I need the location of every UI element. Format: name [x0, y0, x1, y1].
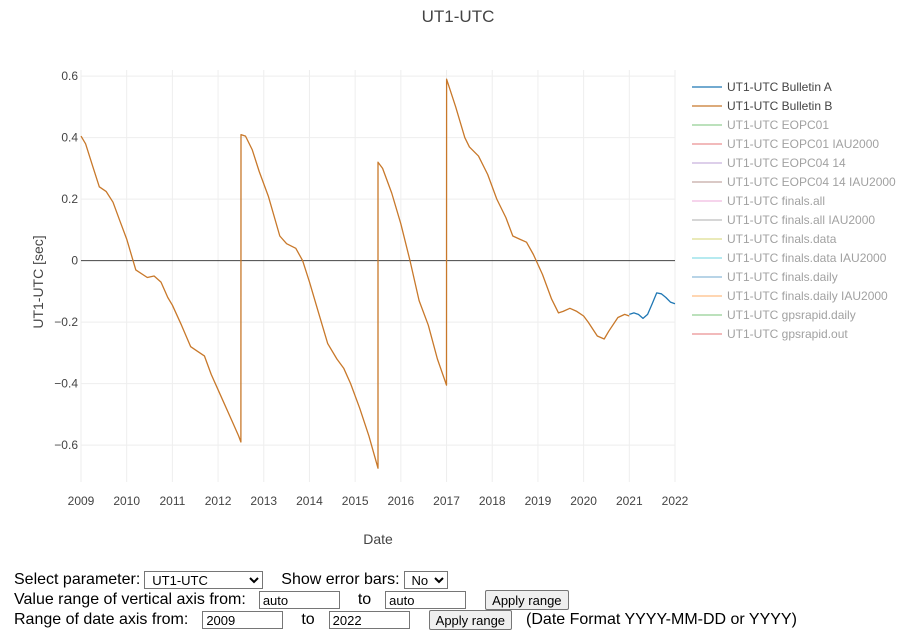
date-range-label: Range of date axis from:	[14, 611, 189, 628]
parameter-select[interactable]: UT1-UTC	[144, 571, 264, 589]
x-tick-label: 2021	[616, 494, 643, 508]
legend-item[interactable]: UT1-UTC EOPC04 14 IAU2000	[692, 175, 896, 189]
date-format-note: (Date Format YYYY-MM-DD or YYYY)	[526, 611, 797, 628]
legend-label: UT1-UTC finals.data IAU2000	[727, 251, 887, 265]
legend-label: UT1-UTC EOPC01	[727, 118, 829, 132]
y-tick-label: 0	[71, 254, 78, 268]
x-tick-label: 2018	[479, 494, 506, 508]
series-line-1	[80, 78, 630, 469]
x-tick-label: 2019	[525, 494, 552, 508]
y-tick-label: 0.4	[61, 131, 78, 145]
legend-item[interactable]: UT1-UTC gpsrapid.daily	[692, 308, 856, 322]
legend-item[interactable]: UT1-UTC Bulletin B	[692, 99, 832, 113]
value-range-label: Value range of vertical axis from:	[14, 591, 246, 608]
x-tick-label: 2016	[387, 494, 414, 508]
parameter-row: Select parameter: UT1-UTC Show error bar…	[14, 570, 797, 590]
x-tick-label: 2013	[250, 494, 277, 508]
x-tick-label: 2011	[159, 494, 185, 508]
x-tick-label: 2012	[205, 494, 232, 508]
legend-label: UT1-UTC finals.all IAU2000	[727, 213, 875, 227]
legend-item[interactable]: UT1-UTC finals.data	[692, 232, 837, 246]
legend-label: UT1-UTC EOPC01 IAU2000	[727, 137, 879, 151]
x-tick-label: 2010	[113, 494, 140, 508]
x-tick-label: 2009	[68, 494, 95, 508]
legend-item[interactable]: UT1-UTC Bulletin A	[692, 80, 832, 94]
series-line-0	[629, 292, 676, 320]
y-tick-label: 0.2	[61, 192, 78, 206]
value-range-from-input[interactable]	[258, 591, 340, 609]
y-tick-label: −0.4	[54, 377, 78, 391]
date-range-row: Range of date axis from: to Apply range …	[14, 610, 797, 630]
date-range-to-input[interactable]	[328, 611, 410, 629]
show-error-bars-label: Show error bars:	[281, 571, 400, 588]
legend-item[interactable]: UT1-UTC finals.all IAU2000	[692, 213, 875, 227]
x-tick-label: 2014	[296, 494, 323, 508]
legend[interactable]: UT1-UTC Bulletin A UT1-UTC Bulletin B UT1-…	[692, 80, 896, 341]
x-axis-label: Date	[363, 531, 393, 547]
y-axis-label: UT1-UTC [sec]	[30, 235, 46, 328]
select-parameter-label: Select parameter:	[14, 571, 141, 588]
legend-item[interactable]: UT1-UTC finals.data IAU2000	[692, 251, 887, 265]
value-range-to-input[interactable]	[385, 591, 467, 609]
legend-label: UT1-UTC gpsrapid.daily	[727, 308, 856, 322]
series-group	[80, 78, 676, 469]
legend-label: UT1-UTC finals.daily	[727, 270, 838, 284]
legend-label: UT1-UTC EOPC04 14 IAU2000	[727, 175, 896, 189]
date-range-to-label: to	[301, 611, 315, 628]
legend-item[interactable]: UT1-UTC finals.daily IAU2000	[692, 289, 888, 303]
x-tick-label: 2017	[433, 494, 460, 508]
legend-label: UT1-UTC Bulletin A	[727, 80, 832, 94]
chart-title: UT1-UTC	[422, 7, 495, 26]
x-tick-label: 2022	[662, 494, 689, 508]
value-range-to-label: to	[357, 591, 372, 608]
x-tick-labels: 2009 2010 2011 2012 2013 2014 2015 2016 2017 2018…	[68, 494, 689, 508]
apply-value-range-button[interactable]: Apply range	[485, 590, 569, 610]
legend-item[interactable]: UT1-UTC finals.daily	[692, 270, 838, 284]
apply-date-range-button[interactable]: Apply range	[428, 610, 513, 630]
legend-item[interactable]: UT1-UTC EOPC01	[692, 118, 829, 132]
legend-label: UT1-UTC gpsrapid.out	[727, 327, 848, 341]
y-tick-label: 0.6	[61, 69, 78, 83]
date-range-from-input[interactable]	[202, 611, 284, 629]
x-tick-label: 2015	[342, 494, 369, 508]
legend-label: UT1-UTC finals.daily IAU2000	[727, 289, 888, 303]
legend-item[interactable]: UT1-UTC gpsrapid.out	[692, 327, 848, 341]
legend-label: UT1-UTC finals.all	[727, 194, 825, 208]
error-bars-select[interactable]: No	[403, 571, 448, 589]
legend-label: UT1-UTC finals.data	[727, 232, 837, 246]
legend-item[interactable]: UT1-UTC finals.all	[692, 194, 825, 208]
y-tick-label: −0.6	[54, 438, 78, 452]
legend-label: UT1-UTC Bulletin B	[727, 99, 832, 113]
legend-item[interactable]: UT1-UTC EOPC01 IAU2000	[692, 137, 879, 151]
y-tick-label: −0.2	[54, 315, 78, 329]
ut1-utc-chart: UT1-UTC 0.60.40.20−0.2−0.4−0.6 2009 2010 2…	[30, 7, 896, 547]
legend-label: UT1-UTC EOPC04 14	[727, 156, 846, 170]
value-range-row: Value range of vertical axis from: to Ap…	[14, 590, 797, 610]
x-tick-label: 2020	[570, 494, 597, 508]
controls-panel: Select parameter: UT1-UTC Show error bar…	[14, 570, 797, 630]
legend-item[interactable]: UT1-UTC EOPC04 14	[692, 156, 846, 170]
y-tick-labels: 0.6 0.4 0.2 0 −0.2 −0.4 −0.6	[54, 69, 78, 452]
